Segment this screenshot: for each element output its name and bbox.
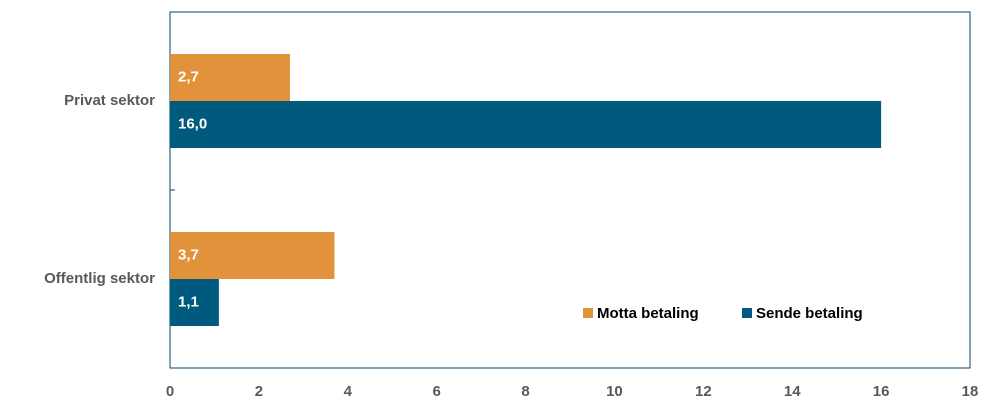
x-tick-label: 2 — [255, 383, 263, 400]
bar — [170, 54, 290, 101]
legend-label: Motta betaling — [597, 305, 699, 322]
bar — [170, 279, 219, 326]
bar — [170, 232, 335, 279]
x-tick-label: 12 — [695, 383, 712, 400]
x-tick-label: 0 — [166, 383, 174, 400]
x-tick-label: 10 — [606, 383, 623, 400]
value-label: 2,7 — [178, 68, 199, 85]
legend-swatch — [742, 308, 752, 318]
x-tick-label: 8 — [521, 383, 529, 400]
value-label: 3,7 — [178, 246, 199, 263]
value-label: 16,0 — [178, 115, 207, 132]
x-tick-label: 16 — [873, 383, 890, 400]
legend-swatch — [583, 308, 593, 318]
legend-label: Sende betaling — [756, 305, 863, 322]
x-tick-label: 18 — [962, 383, 979, 400]
y-tick-label: Offentlig sektor — [44, 270, 155, 287]
x-tick-label: 6 — [432, 383, 440, 400]
bar — [170, 101, 882, 148]
x-tick-label: 4 — [344, 383, 353, 400]
x-tick-label: 14 — [784, 383, 801, 400]
value-label: 1,1 — [178, 293, 199, 310]
y-tick-label: Privat sektor — [64, 92, 155, 109]
